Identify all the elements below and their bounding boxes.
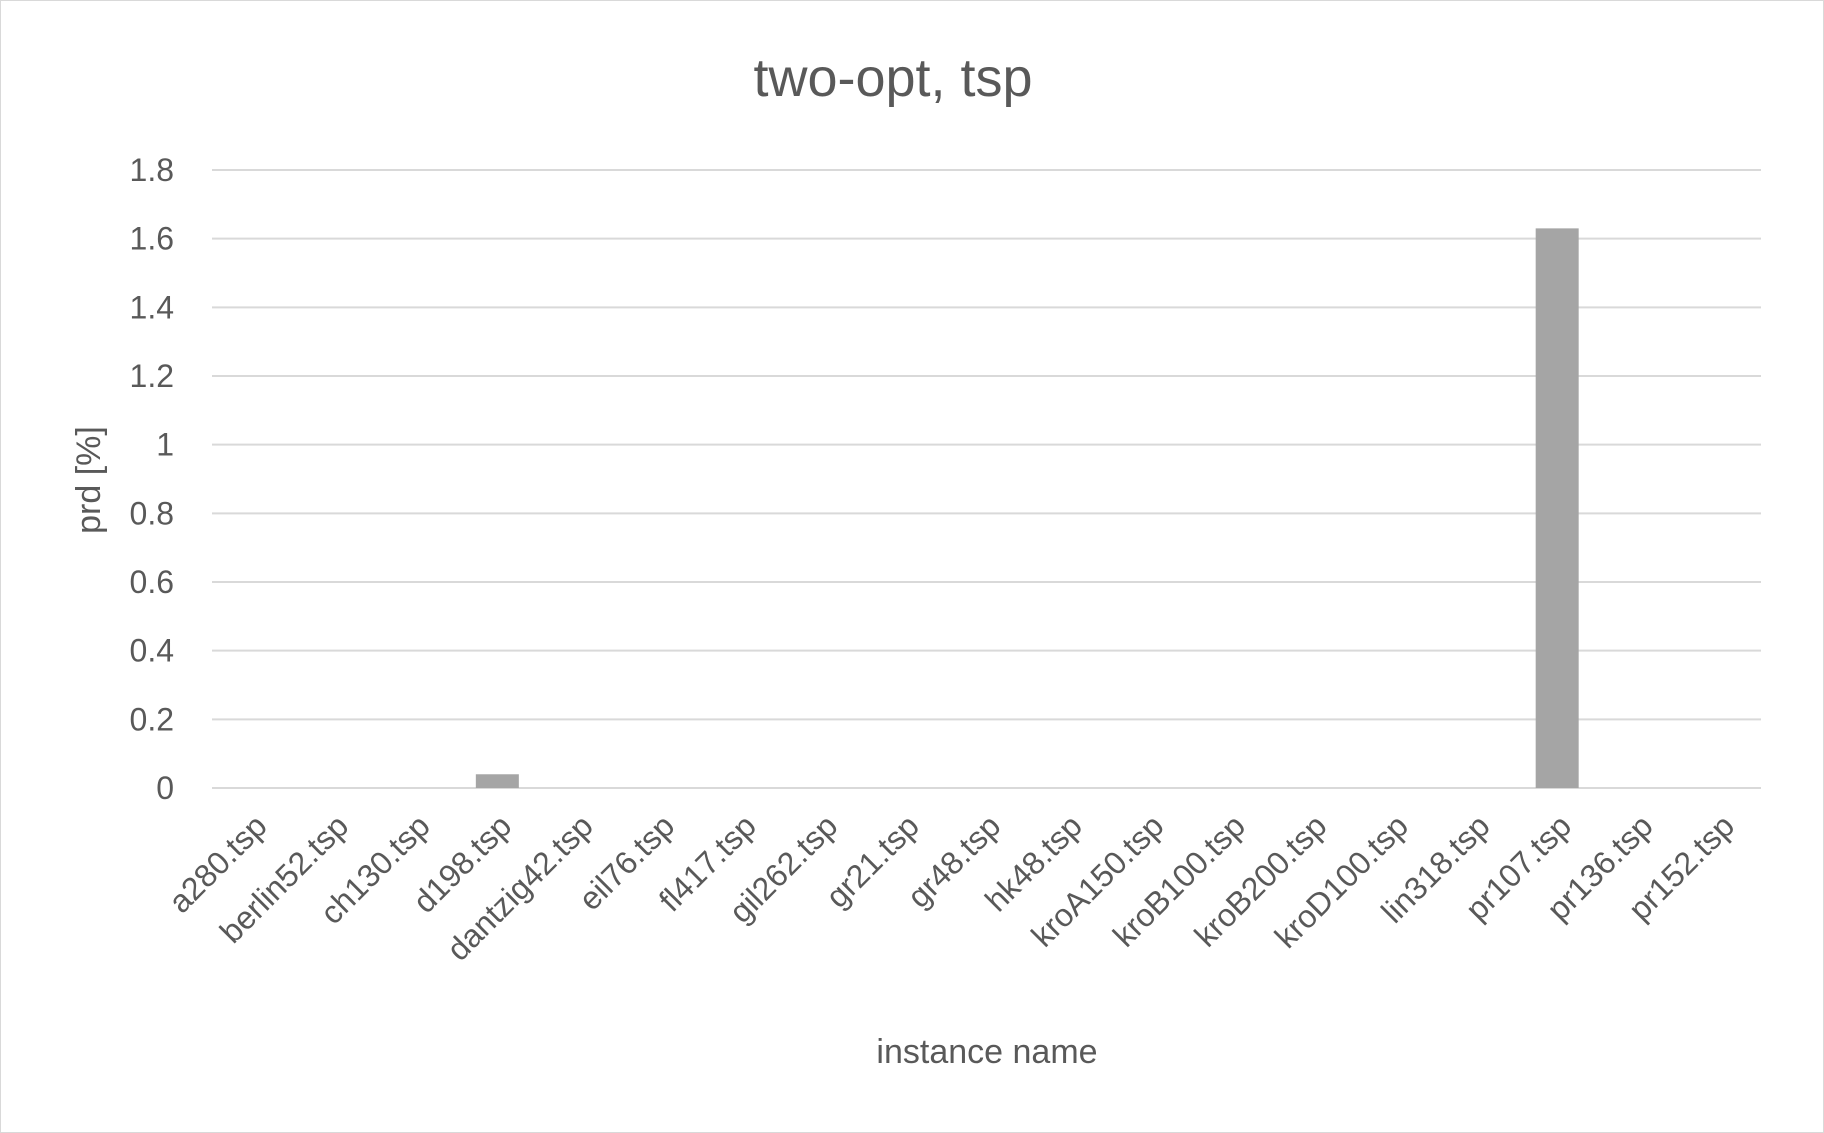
y-tick-label: 1.6 (130, 221, 174, 257)
y-tick-label: 1.2 (130, 358, 174, 394)
y-tick-label: 0 (156, 770, 174, 806)
y-axis-title: prd [%] (70, 426, 108, 534)
x-axis-title: instance name (876, 1033, 1097, 1071)
y-axis-ticks: 0 0.2 0.4 0.6 0.8 1 1.2 1.4 1.6 1.8 (130, 152, 174, 806)
y-tick-label: 0.2 (130, 701, 174, 737)
y-tick-label: 1.8 (130, 152, 174, 188)
y-tick-label: 0.6 (130, 564, 174, 600)
y-tick-label: 1 (156, 427, 174, 463)
bar (475, 774, 519, 788)
gridlines (212, 169, 1761, 789)
chart-title: two-opt, tsp (753, 48, 1032, 108)
y-tick-label: 0.4 (130, 633, 174, 669)
y-tick-label: 1.4 (130, 289, 174, 325)
bar (1535, 228, 1579, 788)
x-axis-ticks: a280.tspberlin52.tspch130.tspd198.tspdan… (161, 807, 1741, 967)
y-tick-label: 0.8 (130, 495, 174, 531)
bars (475, 228, 1579, 788)
